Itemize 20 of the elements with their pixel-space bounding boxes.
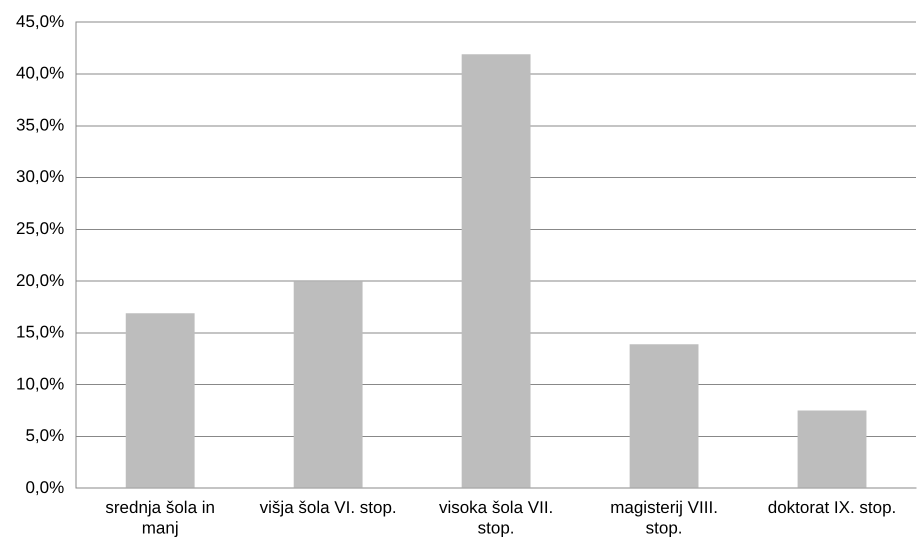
y-tick-label: 35,0% bbox=[16, 115, 64, 134]
y-tick-label: 0,0% bbox=[25, 478, 64, 497]
y-tick-label: 20,0% bbox=[16, 270, 64, 290]
bar bbox=[462, 54, 531, 488]
y-tick-label: 45,0% bbox=[16, 12, 64, 31]
x-tick-label: magisterij VIII. stop. bbox=[610, 498, 718, 538]
x-tick-label: srednja šola in manj bbox=[105, 498, 215, 538]
y-tick-label: 10,0% bbox=[16, 374, 64, 394]
y-tick-label: 5,0% bbox=[25, 426, 64, 446]
x-tick-label: doktorat IX. stop. bbox=[768, 498, 896, 518]
bar bbox=[126, 313, 195, 488]
y-tick-label: 25,0% bbox=[16, 219, 64, 238]
bar bbox=[630, 344, 698, 488]
y-tick-label: 15,0% bbox=[16, 322, 64, 342]
y-tick-label: 40,0% bbox=[16, 64, 64, 83]
bar bbox=[798, 410, 866, 488]
bar bbox=[294, 281, 363, 488]
x-tick-label: visoka šola VII. stop. bbox=[438, 498, 554, 538]
x-tick-label: višja šola VI. stop. bbox=[260, 498, 397, 518]
y-tick-label: 30,0% bbox=[16, 167, 64, 186]
